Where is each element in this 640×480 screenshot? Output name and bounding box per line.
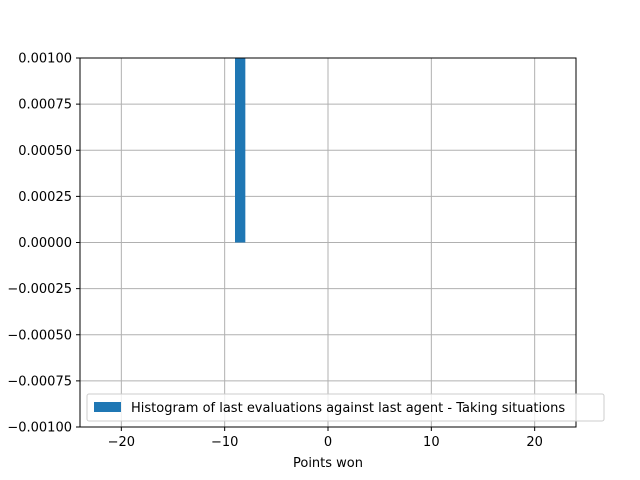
histogram-bar xyxy=(235,58,246,243)
x-tick-label: 0 xyxy=(324,435,332,450)
y-tick-label: −0.00075 xyxy=(7,374,72,389)
y-tick-label: 0.00050 xyxy=(18,144,72,159)
x-tick-label: −10 xyxy=(211,435,238,450)
ticks: −20 −10 0 10 20 −0.00100 −0.00075 −0.00050 −0.00… xyxy=(7,52,543,451)
x-tick-label: 10 xyxy=(423,435,440,450)
y-tick-label: 0.00075 xyxy=(18,98,72,113)
x-tick-label: 20 xyxy=(526,435,543,450)
legend-box xyxy=(86,393,605,422)
y-tick-label: 0.00100 xyxy=(18,52,72,67)
y-tick-label: −0.00100 xyxy=(7,421,72,436)
y-tick-label: 0.00025 xyxy=(18,190,72,205)
legend: Histogram of last evaluations against la… xyxy=(86,393,605,422)
legend-label: Histogram of last evaluations against la… xyxy=(131,401,565,416)
x-tick-label: −20 xyxy=(108,435,135,450)
y-tick-label: −0.00050 xyxy=(7,328,72,343)
y-tick-label: 0.00000 xyxy=(18,236,72,251)
y-tick-label: −0.00025 xyxy=(7,282,72,297)
legend-swatch xyxy=(94,402,121,412)
bars xyxy=(235,58,246,243)
x-axis-title: Points won xyxy=(293,456,363,471)
